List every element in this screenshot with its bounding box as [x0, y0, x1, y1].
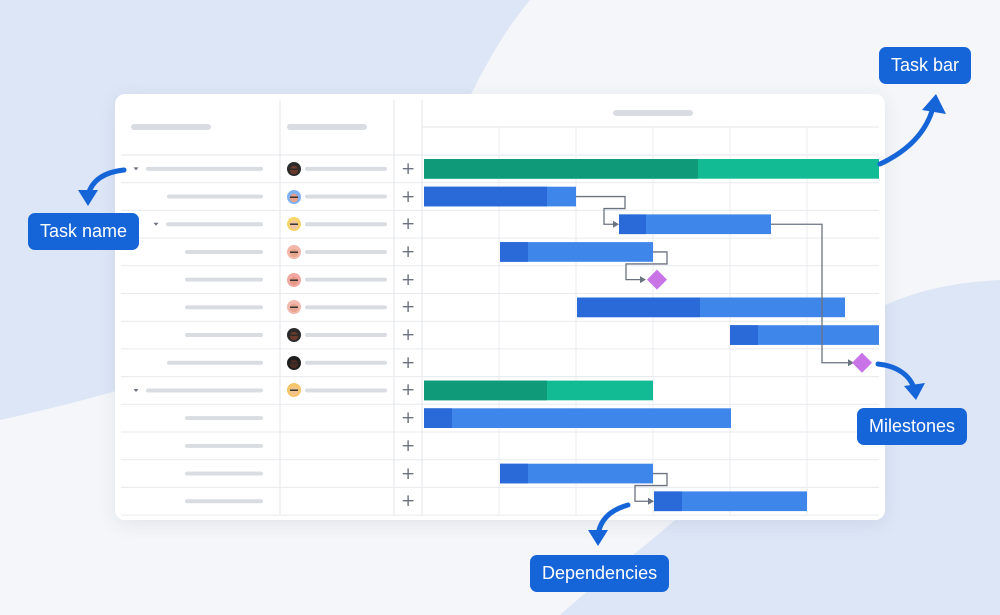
task-bar-callout: Task bar [879, 47, 972, 84]
task-name-placeholder [185, 471, 263, 476]
task-name-placeholder [185, 249, 263, 254]
task-name-placeholder [185, 333, 263, 338]
avatar[interactable] [287, 189, 301, 204]
task-name-placeholder [185, 305, 263, 310]
assignee-name-placeholder [305, 333, 387, 338]
dependency-arrowhead [648, 497, 654, 505]
task-bar [500, 242, 653, 262]
task-name-placeholder [185, 416, 263, 421]
assignee-column-header-placeholder [287, 124, 367, 130]
dependency-arrowhead [640, 276, 646, 284]
milestone-diamond [852, 352, 872, 373]
task-name-placeholder [185, 499, 263, 504]
task-name-placeholder [146, 388, 263, 393]
plus-icon[interactable]: + [401, 408, 416, 429]
milestones-callout: Milestones [857, 408, 968, 445]
milestone-diamond [647, 269, 667, 290]
task-name-placeholder [167, 360, 263, 365]
task-bar-progress [424, 186, 547, 207]
caret-down-icon [153, 222, 159, 226]
plus-icon[interactable]: + [401, 491, 416, 512]
plus-icon[interactable]: + [401, 352, 416, 373]
task-column-header-placeholder [131, 124, 211, 130]
avatar[interactable] [287, 272, 301, 287]
assignee-name-placeholder [305, 277, 387, 282]
task-name-placeholder [167, 194, 263, 199]
dependency-line [771, 223, 848, 364]
plus-icon[interactable]: + [401, 325, 416, 346]
task-name-placeholder [166, 222, 263, 227]
dependency-line [634, 472, 668, 502]
task-name-placeholder [185, 443, 263, 448]
plus-icon[interactable]: + [401, 186, 416, 207]
assignee-name-placeholder [305, 360, 387, 365]
task-bar-progress [654, 491, 682, 512]
task-name-placeholder [185, 277, 263, 282]
avatar[interactable] [287, 328, 301, 343]
plus-icon[interactable]: + [401, 435, 416, 456]
dependency-line [576, 195, 626, 225]
plus-icon[interactable]: + [401, 463, 416, 484]
task-name-placeholder [146, 166, 263, 171]
assignee-name-placeholder [305, 249, 387, 254]
task-bar [424, 408, 731, 428]
group-bar-progress [424, 159, 698, 179]
group-bar-progress [424, 380, 547, 401]
avatar[interactable] [287, 355, 301, 370]
dependency-arrowhead [848, 359, 854, 367]
assignee-name-placeholder [305, 166, 387, 171]
assignee-name-placeholder [305, 194, 387, 199]
assignee-name-placeholder [305, 305, 387, 310]
caret-down-icon [133, 167, 139, 171]
task-bar [500, 463, 653, 484]
plus-icon[interactable]: + [401, 297, 416, 318]
avatar[interactable] [287, 300, 301, 315]
dependency-arrowhead [613, 220, 619, 228]
task-bar-progress [424, 408, 452, 428]
task-bar-progress [619, 214, 646, 235]
caret-down-icon [133, 388, 139, 392]
assignee-name-placeholder [305, 388, 387, 393]
task-bar [730, 325, 879, 345]
dependency-line [625, 251, 668, 281]
plus-icon[interactable]: + [401, 241, 416, 262]
plus-icon[interactable]: + [401, 158, 416, 179]
task-bar-progress [500, 242, 528, 262]
timeline-header-placeholder [613, 110, 693, 116]
task-bar-progress [577, 297, 700, 318]
task-bar-progress [500, 463, 528, 484]
task-bar [619, 214, 771, 235]
task-name-callout: Task name [28, 213, 140, 250]
avatar[interactable] [287, 217, 301, 232]
avatar[interactable] [287, 161, 301, 176]
task-bar-progress [730, 325, 758, 345]
dependencies-callout: Dependencies [530, 555, 670, 592]
assignee-name-placeholder [305, 222, 387, 227]
plus-icon[interactable]: + [401, 214, 416, 235]
plus-icon[interactable]: + [401, 380, 416, 401]
avatar[interactable] [287, 383, 301, 398]
plus-icon[interactable]: + [401, 269, 416, 290]
task-bar [654, 491, 807, 512]
avatar[interactable] [287, 244, 301, 259]
